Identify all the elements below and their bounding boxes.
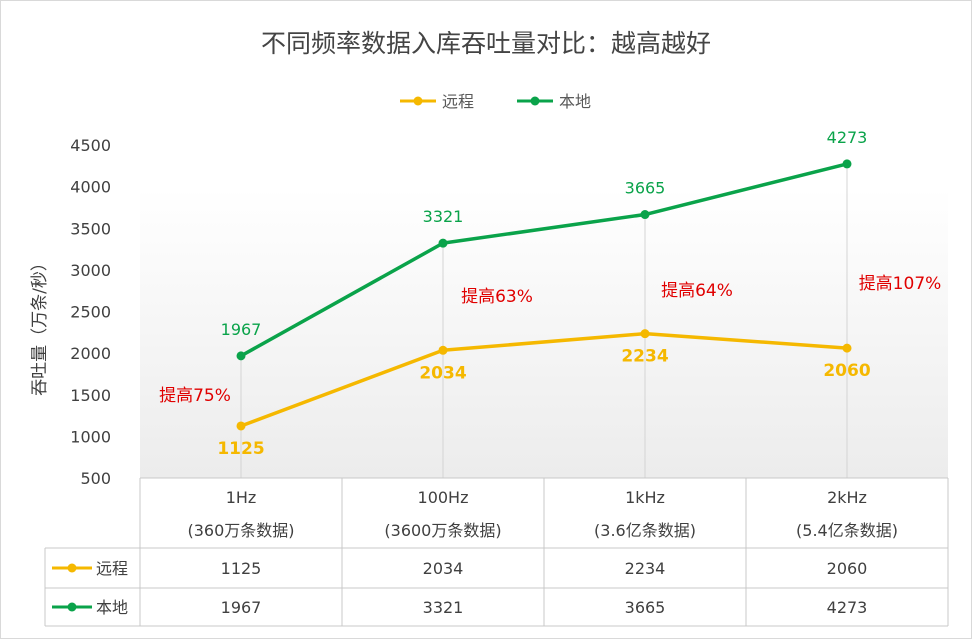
improvement-note: 提高107% bbox=[859, 274, 942, 294]
y-axis-label: 吞吐量（万条/秒） bbox=[30, 254, 50, 396]
y-tick-label: 2500 bbox=[70, 303, 111, 322]
data-label-local: 4273 bbox=[827, 128, 868, 147]
data-label-remote: 2234 bbox=[621, 347, 668, 367]
data-label-local: 3665 bbox=[625, 179, 666, 198]
y-tick-label: 1500 bbox=[70, 386, 111, 405]
x-category-label: 100Hz bbox=[418, 488, 469, 507]
plot-background bbox=[140, 188, 948, 478]
y-tick-label: 500 bbox=[80, 469, 111, 488]
table-row-header: 远程 bbox=[96, 559, 128, 578]
table-cell: 2234 bbox=[625, 559, 666, 578]
improvement-annotations: 提高75% 提高63% 提高64% 提高107% bbox=[159, 274, 941, 406]
series-0-point-3 bbox=[842, 343, 852, 353]
data-label-local: 1967 bbox=[221, 320, 262, 339]
chart-title: 不同频率数据入库吞吐量对比：越高越好 bbox=[261, 29, 711, 58]
series-1-point-2 bbox=[640, 210, 650, 220]
improvement-note: 提高75% bbox=[159, 386, 231, 406]
data-labels: 1125 2034 2234 2060 1967 3321 3665 4273 bbox=[217, 128, 870, 459]
y-tick-label: 3000 bbox=[70, 261, 111, 280]
y-tick-label: 2000 bbox=[70, 344, 111, 363]
x-category-label: 2kHz bbox=[827, 488, 867, 507]
improvement-note: 提高64% bbox=[661, 281, 733, 301]
table-row-header: 本地 bbox=[96, 598, 128, 617]
legend-label-1: 本地 bbox=[559, 92, 591, 111]
y-tick-label: 4500 bbox=[70, 136, 111, 155]
legend-marker-1 bbox=[530, 96, 540, 106]
legend-label-0: 远程 bbox=[442, 92, 474, 111]
legend-marker-0 bbox=[413, 96, 423, 106]
legend: 远程 本地 bbox=[400, 92, 591, 111]
data-table: 1Hz (360万条数据) 100Hz (3600万条数据) 1kHz (3.6亿条数据)… bbox=[44, 477, 949, 627]
table-cell: 4273 bbox=[827, 598, 868, 617]
table-cell: 2060 bbox=[827, 559, 868, 578]
series-lines bbox=[236, 159, 852, 431]
series-line-0 bbox=[240, 331, 848, 428]
x-category-sublabel: (3.6亿条数据) bbox=[594, 521, 696, 540]
x-category-sublabel: (5.4亿条数据) bbox=[796, 521, 898, 540]
series-0-point-0 bbox=[236, 421, 246, 431]
data-label-remote: 1125 bbox=[217, 439, 264, 459]
table-legend-marker-0 bbox=[67, 563, 77, 573]
category-dividers bbox=[240, 163, 848, 478]
table-cell: 1967 bbox=[221, 598, 262, 617]
y-tick-label: 4000 bbox=[70, 178, 111, 197]
table-cell: 2034 bbox=[423, 559, 464, 578]
data-label-local: 3321 bbox=[423, 207, 464, 226]
series-0-point-2 bbox=[640, 329, 650, 339]
data-label-remote: 2034 bbox=[419, 363, 466, 383]
series-1-point-0 bbox=[236, 351, 246, 361]
y-tick-label: 3500 bbox=[70, 219, 111, 238]
table-cell: 1125 bbox=[221, 559, 262, 578]
series-line-1 bbox=[240, 162, 848, 358]
table-cell: 3665 bbox=[625, 598, 666, 617]
y-axis: 500 1000 1500 2000 2500 3000 3500 4000 4500 bbox=[70, 136, 111, 488]
series-0-point-1 bbox=[438, 345, 448, 355]
x-category-sublabel: (360万条数据) bbox=[187, 521, 294, 540]
x-category-label: 1kHz bbox=[625, 488, 665, 507]
x-category-label: 1Hz bbox=[226, 488, 257, 507]
improvement-note: 提高63% bbox=[461, 287, 533, 307]
x-category-sublabel: (3600万条数据) bbox=[384, 521, 501, 540]
table-legend-marker-1 bbox=[67, 602, 77, 612]
data-label-remote: 2060 bbox=[823, 361, 870, 381]
y-tick-label: 1000 bbox=[70, 427, 111, 446]
series-1-point-3 bbox=[842, 159, 852, 169]
table-cell: 3321 bbox=[423, 598, 464, 617]
series-1-point-1 bbox=[438, 238, 448, 248]
